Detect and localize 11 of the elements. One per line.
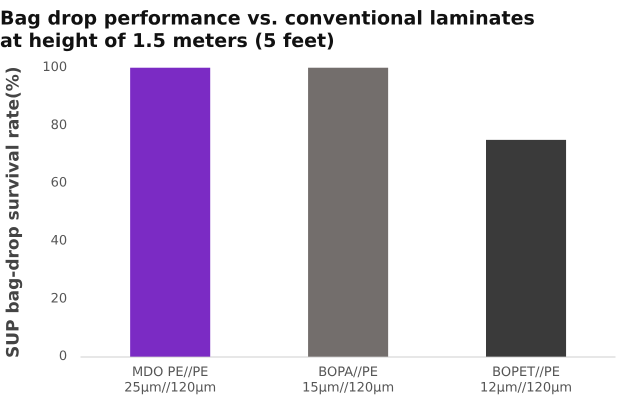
y-tick-label: 0 <box>58 349 68 364</box>
y-axis-title: SUP bag-drop survival rate(%) <box>4 66 24 358</box>
y-tick-label: 20 <box>50 291 68 306</box>
y-tick-label: 40 <box>50 233 68 248</box>
x-tick-label: MDO PE//PE 25µm//120µm <box>124 364 216 396</box>
y-tick-label: 80 <box>50 118 68 133</box>
y-tick-label: 60 <box>50 176 68 191</box>
x-tick-label: BOPET//PE 12µm//120µm <box>480 364 572 396</box>
y-tick-label: 100 <box>42 60 68 75</box>
chart-title: Bag drop performance vs. conventional laminates at height of 1.5 meters (5 feet) <box>0 7 535 52</box>
x-tick-label: BOPA//PE 15µm//120µm <box>302 364 394 396</box>
